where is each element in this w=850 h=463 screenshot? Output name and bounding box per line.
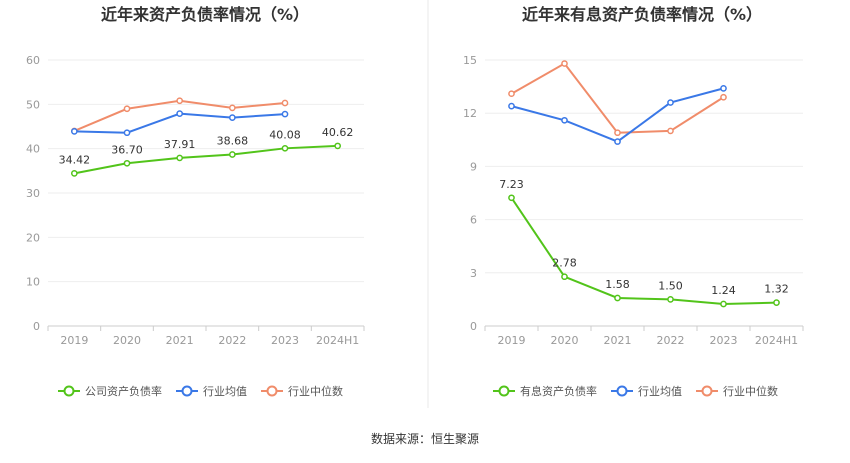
data-label: 34.42 (59, 153, 91, 166)
legend-marker-icon (498, 385, 510, 397)
data-point (228, 114, 236, 121)
data-point (176, 154, 184, 162)
chart-panel-1: 近年来资产负债率情况（%） 0 10 20 30 40 50 60 2019 2020 2021 20… (26, 5, 365, 398)
data-point (281, 110, 289, 118)
data-point (281, 99, 289, 107)
data-point (508, 102, 515, 110)
legend-item[interactable]: 行业均值 (611, 385, 682, 398)
y-tick-label: 12 (463, 107, 477, 120)
x-tick-label: 2022 (657, 334, 685, 347)
data-point (667, 296, 674, 303)
data-point (561, 60, 568, 67)
legend-label: 行业中位数 (723, 384, 778, 398)
data-label: 1.32 (764, 283, 789, 296)
legend-marker-icon (266, 385, 278, 397)
legend-marker-icon (701, 385, 713, 397)
legend-marker-icon (181, 385, 193, 397)
data-point (614, 129, 621, 137)
data-point (334, 142, 342, 150)
x-tick-label: 2023 (271, 334, 299, 347)
legend-item[interactable]: 有息资产负债率 (493, 384, 597, 398)
data-label: 40.62 (322, 126, 354, 139)
legend-item[interactable]: 行业均值 (176, 385, 247, 398)
data-point (123, 159, 131, 167)
y-tick-label: 3 (470, 267, 477, 280)
data-point (508, 194, 515, 202)
x-tick-label: 2019 (498, 334, 526, 347)
data-point (720, 300, 727, 308)
y-tick-label: 30 (26, 187, 40, 200)
data-label: 38.68 (217, 135, 249, 148)
y-tick-label: 60 (26, 54, 40, 67)
data-label: 1.24 (711, 284, 736, 297)
chart-title: 近年来资产负债率情况（%） (101, 5, 309, 24)
legend-item[interactable]: 公司资产负债率 (58, 384, 162, 398)
y-tick-label: 0 (33, 320, 40, 333)
data-point (773, 299, 780, 306)
data-point (614, 294, 621, 302)
data-point (667, 99, 674, 106)
source-footer: 数据来源：恒生聚源 (371, 431, 479, 446)
data-point (561, 273, 568, 281)
legend-item[interactable]: 行业中位数 (696, 384, 778, 398)
data-point (176, 110, 184, 117)
data-point (667, 127, 674, 135)
x-tick-label: 2020 (551, 334, 579, 347)
x-tick-label: 2019 (60, 334, 88, 347)
x-tick-label: 2023 (710, 334, 738, 347)
data-point (614, 138, 621, 145)
series-line (511, 62, 725, 134)
legend-label: 行业中位数 (288, 384, 343, 398)
legend-marker-icon (63, 385, 75, 397)
data-label: 2.78 (552, 257, 577, 270)
legend-marker-icon (616, 385, 628, 397)
data-label: 1.50 (658, 279, 683, 292)
data-point (281, 144, 289, 152)
data-label: 1.58 (605, 278, 630, 291)
x-tick-label: 2022 (218, 334, 246, 347)
data-point (70, 170, 78, 177)
data-label: 37.91 (164, 138, 196, 151)
y-tick-label: 6 (470, 214, 477, 227)
chart-title: 近年来有息资产负债率情况（%） (522, 5, 762, 24)
data-point (561, 116, 568, 124)
data-point (508, 90, 515, 98)
x-tick-label: 2020 (113, 334, 141, 347)
y-tick-label: 10 (26, 276, 40, 289)
y-tick-label: 15 (463, 54, 477, 67)
data-point (176, 97, 184, 105)
data-label: 36.70 (111, 143, 143, 156)
legend-label: 行业均值 (638, 385, 682, 398)
x-tick-label: 2024H1 (316, 334, 359, 347)
data-point (228, 104, 236, 112)
x-tick-label: 2024H1 (755, 334, 798, 347)
x-tick-label: 2021 (604, 334, 632, 347)
series-line (74, 144, 338, 175)
data-point (720, 93, 727, 101)
y-tick-label: 50 (26, 98, 40, 111)
y-tick-label: 20 (26, 231, 40, 244)
y-tick-label: 0 (470, 320, 477, 333)
data-point (123, 129, 131, 137)
data-point (720, 85, 727, 92)
data-label: 40.08 (269, 128, 301, 141)
x-tick-label: 2021 (166, 334, 194, 347)
data-point (228, 151, 236, 158)
data-label: 7.23 (499, 178, 524, 191)
data-point (123, 105, 131, 113)
legend-item[interactable]: 行业中位数 (261, 384, 343, 398)
legend-label: 有息资产负债率 (520, 384, 597, 398)
y-tick-label: 40 (26, 143, 40, 156)
data-point (70, 128, 78, 135)
chart-panel-2: 近年来有息资产负债率情况（%） 0 3 6 9 12 15 2019 2020 2021 2022 2… (463, 5, 804, 398)
legend-label: 行业均值 (203, 385, 247, 398)
legend-label: 公司资产负债率 (85, 384, 162, 398)
series-line (510, 197, 777, 306)
y-tick-label: 9 (470, 160, 477, 173)
